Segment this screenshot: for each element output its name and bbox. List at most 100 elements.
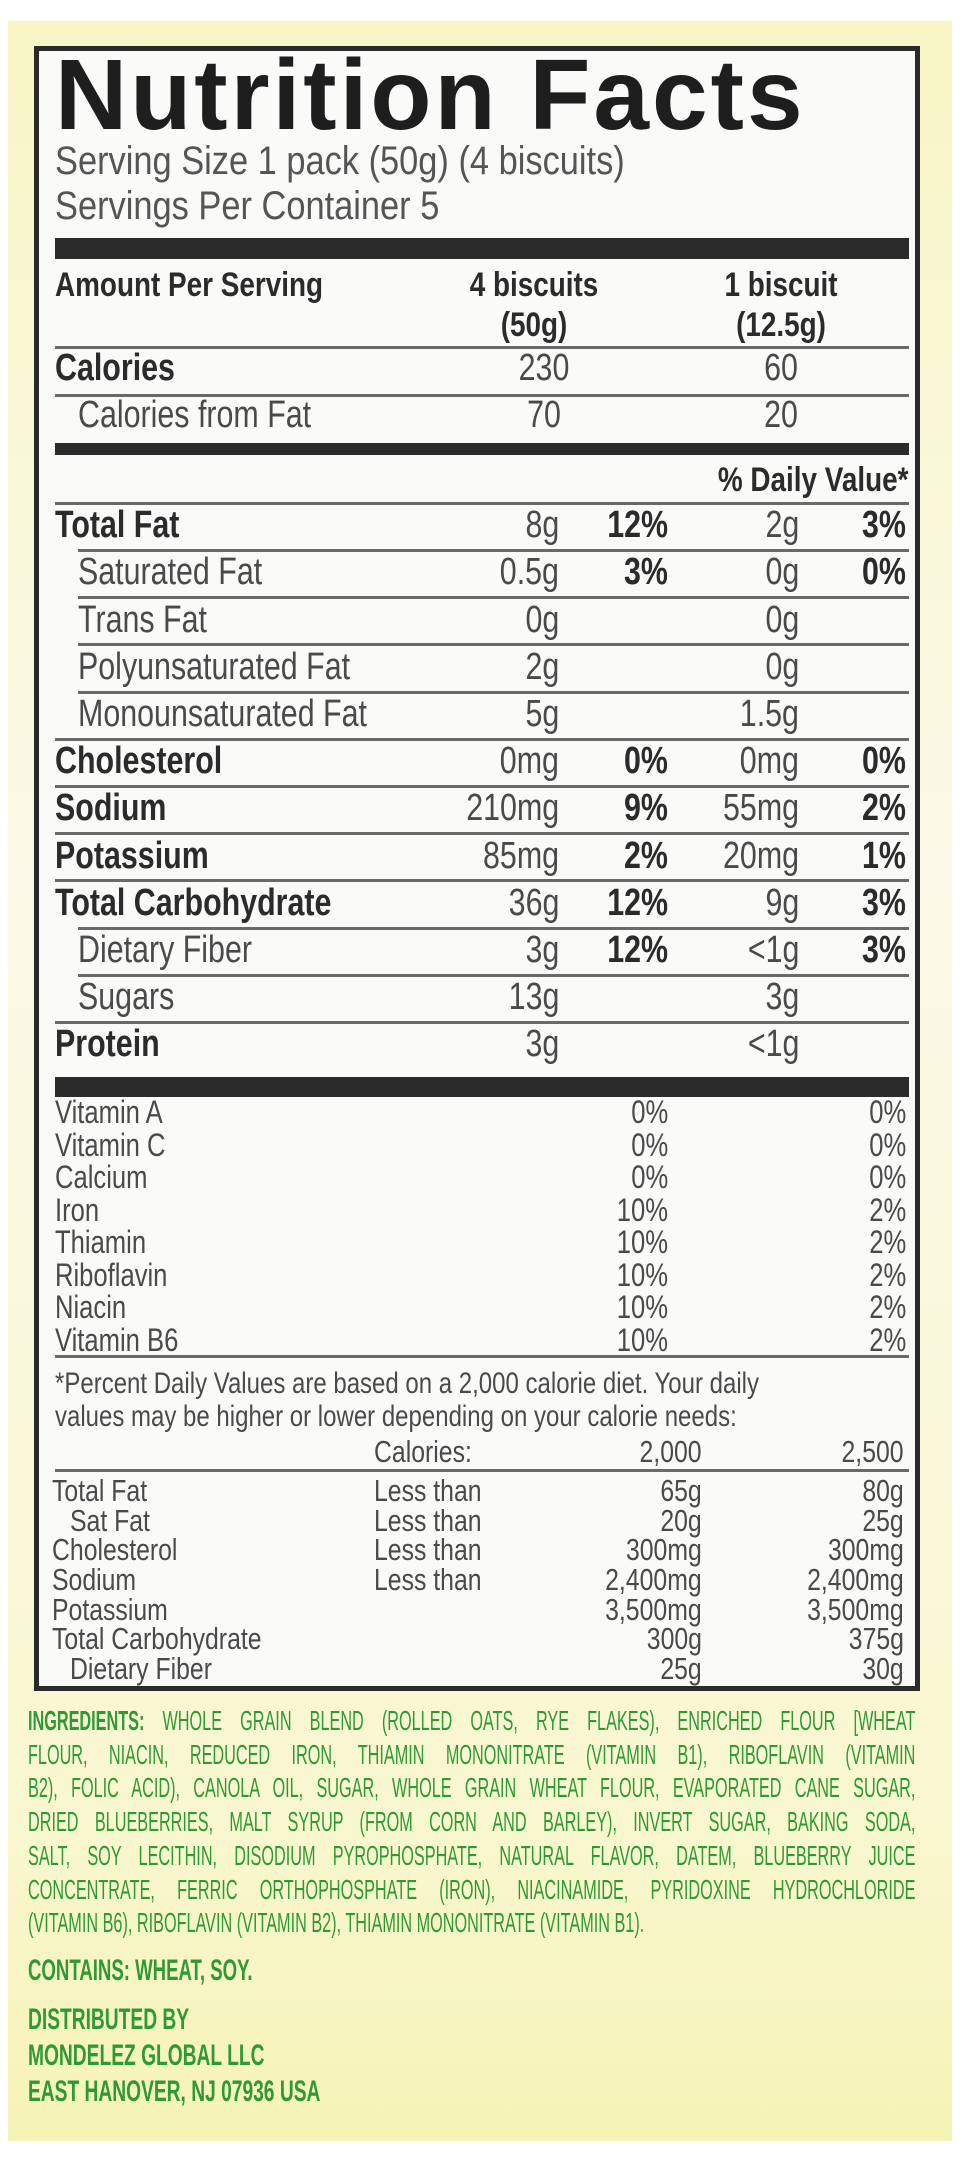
thick-bar bbox=[55, 1077, 909, 1097]
nutrient-amount-col1: 0.5g bbox=[499, 551, 559, 594]
column-header-1-biscuit: (12.5g) bbox=[736, 306, 826, 345]
nutrient-label-monounsaturated-fat: Monounsaturated Fat bbox=[78, 692, 367, 735]
vitamin-dv-col2: 0% bbox=[869, 1126, 906, 1163]
reference-label: Potassium bbox=[52, 1591, 168, 1627]
nutrient-dv-col1: 0% bbox=[624, 740, 668, 783]
divider bbox=[55, 1469, 909, 1472]
nutrient-amount-col2: <1g bbox=[747, 1023, 799, 1066]
nutrient-amount-col2: <1g bbox=[747, 928, 799, 971]
reference-label: Total Fat bbox=[52, 1472, 148, 1508]
ingredients-line: FLOUR, NIACIN, REDUCED IRON, THIAMIN MON… bbox=[28, 1738, 916, 1770]
vitamin-dv-col1: 10% bbox=[616, 1256, 668, 1293]
nutrient-dv-col1: 2% bbox=[624, 834, 668, 877]
label-title: Nutrition Facts bbox=[55, 39, 806, 151]
nutrient-amount-col1: 0g bbox=[525, 598, 559, 641]
reference-value-2500: 375g bbox=[848, 1621, 904, 1657]
nutrient-amount-col1: 85mg bbox=[482, 834, 559, 877]
reference-qualifier: Less than bbox=[374, 1532, 482, 1568]
ingredients-line: DRIED BLUEBERRIES, MALT SYRUP (FROM CORN… bbox=[28, 1808, 915, 1836]
reference-qualifier: Less than bbox=[374, 1472, 482, 1508]
row-divider bbox=[78, 596, 909, 600]
nutrient-label-sugars: Sugars bbox=[78, 976, 175, 1019]
ingredients-line: INGREDIENTS: WHOLE GRAIN BLEND (ROLLED O… bbox=[28, 1707, 915, 1735]
servings-per-container: Servings Per Container 5 bbox=[55, 184, 440, 228]
vitamin-dv-col2: 2% bbox=[869, 1191, 906, 1228]
ingredients-line: B2), FOLIC ACID), CANOLA OIL, SUGAR, WHO… bbox=[28, 1774, 915, 1802]
nutrient-label-polyunsaturated-fat: Polyunsaturated Fat bbox=[78, 645, 351, 688]
calories-label: Calories bbox=[55, 347, 175, 390]
row-divider bbox=[55, 737, 909, 741]
vitamin-label: Iron bbox=[55, 1191, 100, 1228]
amount-per-serving-header: Amount Per Serving bbox=[55, 266, 324, 305]
daily-value-header: % Daily Value* bbox=[717, 461, 908, 500]
vitamin-label: Vitamin B6 bbox=[55, 1321, 179, 1358]
vitamin-label: Vitamin C bbox=[55, 1126, 166, 1163]
vitamin-dv-col1: 0% bbox=[631, 1094, 668, 1131]
ingredients-line: SALT, SOY LECITHIN, DISODIUM PYROPHOSPHA… bbox=[28, 1839, 916, 1871]
vitamin-dv-col2: 0% bbox=[869, 1094, 906, 1131]
nutrient-dv-col2: 0% bbox=[862, 551, 906, 594]
nutrient-amount-col1: 0mg bbox=[499, 740, 559, 783]
vitamin-dv-col1: 0% bbox=[631, 1159, 668, 1196]
nutrient-amount-col1: 13g bbox=[508, 976, 559, 1019]
reference-qualifier: Less than bbox=[374, 1502, 482, 1538]
nutrient-dv-col1: 3% bbox=[624, 551, 668, 594]
vitamin-label: Riboflavin bbox=[55, 1256, 168, 1293]
nutrient-amount-col2: 0g bbox=[765, 551, 799, 594]
reference-calories-label: Calories: bbox=[374, 1433, 472, 1469]
nutrient-amount-col1: 5g bbox=[525, 692, 559, 735]
column-header-4-biscuits: 4 biscuits bbox=[469, 266, 599, 305]
reference-value-2000: 300mg bbox=[626, 1532, 702, 1568]
nutrient-amount-col1: 210mg bbox=[466, 787, 559, 830]
reference-value-2000: 25g bbox=[660, 1651, 702, 1687]
row-divider bbox=[78, 973, 909, 977]
distributor-line: EAST HANOVER, NJ 07936 USA bbox=[28, 2074, 321, 2108]
row-divider bbox=[78, 926, 909, 930]
column-header-1-biscuit: 1 biscuit bbox=[724, 266, 838, 305]
ingredients-text: (VITAMIN B6), RIBOFLAVIN (VITAMIN B2), T… bbox=[28, 1907, 645, 1939]
vitamin-dv-col2: 2% bbox=[869, 1256, 906, 1293]
serving-size: Serving Size 1 pack (50g) (4 biscuits) bbox=[55, 139, 625, 183]
footnote-text: *Percent Daily Values are based on a 2,0… bbox=[55, 1366, 760, 1400]
nutrient-dv-col2: 3% bbox=[862, 504, 906, 547]
nutrient-label-total-fat: Total Fat bbox=[55, 504, 180, 547]
ingredients-text: DRIED BLUEBERRIES, MALT SYRUP (FROM CORN… bbox=[28, 1806, 916, 1838]
nutrient-amount-col1: 3g bbox=[525, 928, 559, 971]
nutrient-label-sodium: Sodium bbox=[55, 787, 167, 830]
ingredients-text: FLOUR, NIACIN, REDUCED IRON, THIAMIN MON… bbox=[28, 1738, 916, 1770]
calories-value-col2: 60 bbox=[764, 347, 798, 390]
ingredients-text: CONCENTRATE, FERRIC ORTHOPHOSPHATE (IRON… bbox=[28, 1873, 916, 1905]
nutrient-amount-col2: 0mg bbox=[739, 740, 799, 783]
ingredients-text: SALT, SOY LECITHIN, DISODIUM PYROPHOSPHA… bbox=[28, 1839, 916, 1871]
nutrient-amount-col2: 20mg bbox=[722, 834, 799, 877]
ingredients-line: (VITAMIN B6), RIBOFLAVIN (VITAMIN B2), T… bbox=[28, 1909, 915, 1937]
distributor-line: DISTRIBUTED BY bbox=[28, 2002, 190, 2036]
nutrient-amount-col1: 8g bbox=[525, 504, 559, 547]
nutrient-amount-col2: 9g bbox=[765, 881, 799, 924]
nutrient-amount-col1: 3g bbox=[525, 1023, 559, 1066]
reference-value-2000: 20g bbox=[660, 1502, 702, 1538]
row-divider bbox=[55, 1021, 909, 1024]
nutrient-label-dietary-fiber: Dietary Fiber bbox=[78, 928, 252, 971]
nutrient-dv-col2: 1% bbox=[862, 834, 906, 877]
nutrient-amount-col2: 55mg bbox=[722, 787, 799, 830]
reference-label: Total Carbohydrate bbox=[52, 1621, 262, 1657]
nutrient-dv-col1: 12% bbox=[607, 881, 668, 924]
nutrient-amount-col1: 2g bbox=[525, 645, 559, 688]
vitamin-label: Thiamin bbox=[55, 1224, 147, 1261]
row-divider bbox=[78, 690, 909, 694]
calories-value-col1: 230 bbox=[518, 347, 570, 390]
nutrient-dv-col1: 12% bbox=[607, 504, 668, 547]
nutrient-amount-col2: 3g bbox=[765, 976, 799, 1019]
ingredients-line: CONCENTRATE, FERRIC ORTHOPHOSPHATE (IRON… bbox=[28, 1873, 916, 1905]
nutrient-dv-col1: 12% bbox=[607, 928, 668, 971]
reference-value-2500: 2,400mg bbox=[807, 1562, 904, 1598]
nutrient-dv-col2: 2% bbox=[862, 787, 906, 830]
nutrient-label-saturated-fat: Saturated Fat bbox=[78, 551, 263, 594]
reference-2000: 2,000 bbox=[639, 1433, 702, 1469]
vitamin-label: Niacin bbox=[55, 1289, 127, 1326]
vitamin-dv-col2: 2% bbox=[869, 1224, 906, 1261]
nutrient-amount-col2: 2g bbox=[765, 504, 799, 547]
nutrient-label-cholesterol: Cholesterol bbox=[55, 740, 223, 783]
vitamin-dv-col1: 10% bbox=[616, 1224, 668, 1261]
